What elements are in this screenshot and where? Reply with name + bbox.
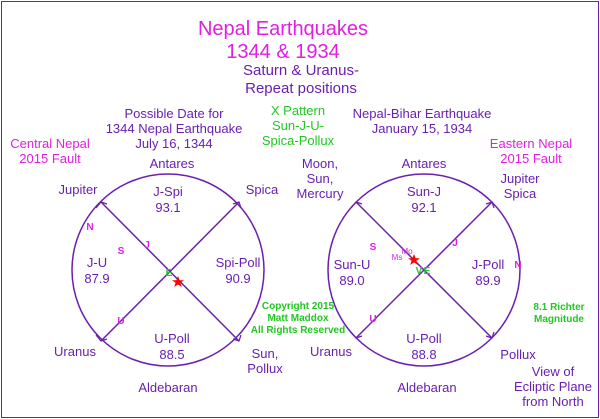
- left-bottom-angle-label: U-Poll: [154, 331, 190, 346]
- right-arrow-ll: [350, 331, 363, 339]
- left-lower-right-line-1: Sun,: [251, 346, 279, 361]
- right-top-star: Antares: [401, 156, 447, 171]
- left-bottom-star: Aldebaran: [138, 380, 198, 395]
- right-upper-right-line-2: Spica: [503, 186, 537, 201]
- view-note-line-3: from North: [522, 394, 584, 409]
- right-wheel: [327, 173, 521, 367]
- copyright-line-2: Matt Maddox: [267, 313, 329, 324]
- right-marker-ms: Ms: [391, 253, 403, 262]
- right-bottom-angle-value: 88.8: [411, 347, 437, 362]
- left-lower-left-planet: Uranus: [54, 344, 96, 359]
- left-wheel-circle: [71, 173, 265, 367]
- x-pattern-line-1: X Pattern: [270, 103, 326, 118]
- left-upper-right-star: Spica: [245, 182, 279, 197]
- right-lower-right-star: Pollux: [500, 347, 536, 362]
- title-line-2: 1344 & 1934: [226, 41, 340, 63]
- right-upper-right-line-1: Jupiter: [500, 171, 540, 186]
- right-wheel-circle: [327, 173, 521, 367]
- left-arrow-ur: [232, 201, 242, 209]
- central-fault-line-1: Central Nepal: [10, 136, 90, 151]
- right-marker-u: U: [369, 314, 377, 325]
- copyright-line-3: All Rights Reserved: [250, 325, 346, 336]
- title-line-1: Nepal Earthquakes: [197, 18, 369, 40]
- right-arrow-ur: [485, 201, 495, 209]
- left-arrow-lr: [232, 334, 242, 342]
- right-marker-mo: Mo: [401, 247, 413, 256]
- right-date-line-2: January 15, 1934: [371, 121, 473, 136]
- magnitude-line-2: Magnitude: [534, 314, 584, 325]
- left-marker-s: S: [117, 246, 125, 257]
- right-right-angle-label: J-Poll: [471, 257, 505, 272]
- right-bottom-star: Aldebaran: [397, 380, 457, 395]
- left-top-star: Antares: [149, 156, 195, 171]
- right-marker-e: E: [423, 266, 431, 277]
- left-top-angle-label: J-Spi: [153, 184, 183, 199]
- magnitude-line-1: 8.1 Richter: [533, 302, 585, 313]
- left-arrow-ll: [95, 334, 108, 342]
- copyright-line-1: Copyright 2015: [261, 301, 335, 312]
- right-left-angle-value: 89.0: [339, 273, 365, 288]
- left-date-line-3: July 16, 1344: [135, 136, 213, 151]
- left-diagonal-b: [100, 201, 240, 342]
- x-pattern-line-3: Spica-Pollux: [261, 133, 335, 148]
- right-arrow-ul: [350, 201, 363, 209]
- right-arrow-lr: [485, 331, 495, 339]
- x-pattern-line-2: Sun-J-U-: [271, 118, 325, 133]
- view-note-line-1: View of: [531, 364, 575, 379]
- left-right-angle-value: 90.9: [225, 271, 251, 286]
- left-left-angle-label: J-U: [86, 255, 108, 270]
- left-date-line-1: Possible Date for: [124, 106, 224, 121]
- right-marker-n: N: [514, 260, 522, 271]
- central-fault-line-2: 2015 Fault: [19, 151, 81, 166]
- right-right-angle-value: 89.9: [475, 273, 501, 288]
- view-note-line-2: Ecliptic Plane: [513, 379, 593, 394]
- eastern-fault-line-2: 2015 Fault: [500, 151, 562, 166]
- right-top-angle-label: Sun-J: [407, 184, 441, 199]
- right-lower-left-planet: Uranus: [310, 344, 352, 359]
- moon-line-1: Moon,: [301, 156, 339, 171]
- left-epicenter-star-icon: [172, 276, 184, 287]
- right-marker-j: J: [452, 238, 458, 249]
- right-top-angle-value: 92.1: [411, 200, 437, 215]
- right-diagonal-b: [355, 201, 493, 339]
- left-marker-u: U: [117, 316, 125, 327]
- left-top-angle-value: 93.1: [155, 200, 181, 215]
- left-left-angle-value: 87.9: [84, 271, 110, 286]
- moon-line-2: Sun,: [306, 171, 334, 186]
- left-marker-e: E: [165, 268, 173, 279]
- left-lower-right-line-2: Pollux: [247, 361, 283, 376]
- title-line-3: Saturn & Uranus-: [243, 62, 359, 79]
- right-marker-s: S: [369, 242, 377, 253]
- title-line-4: Repeat positions: [245, 80, 357, 97]
- moon-line-3: Mercury: [296, 186, 344, 201]
- right-marker-v: V: [415, 266, 423, 277]
- left-arrow-ul: [95, 201, 108, 209]
- eastern-fault-line-1: Eastern Nepal: [489, 136, 573, 151]
- left-upper-left-planet: Jupiter: [58, 182, 98, 197]
- right-bottom-angle-label: U-Poll: [406, 331, 442, 346]
- left-date-line-2: 1344 Nepal Earthquake: [105, 121, 243, 136]
- right-left-angle-label: Sun-U: [333, 257, 371, 272]
- right-epicenter-star-icon: [408, 254, 420, 265]
- right-date-line-1: Nepal-Bihar Earthquake: [352, 106, 492, 121]
- left-wheel: [71, 173, 265, 367]
- left-marker-j: J: [144, 240, 150, 251]
- left-right-angle-label: Spi-Poll: [215, 255, 261, 270]
- left-marker-n: N: [86, 222, 94, 233]
- left-bottom-angle-value: 88.5: [159, 347, 185, 362]
